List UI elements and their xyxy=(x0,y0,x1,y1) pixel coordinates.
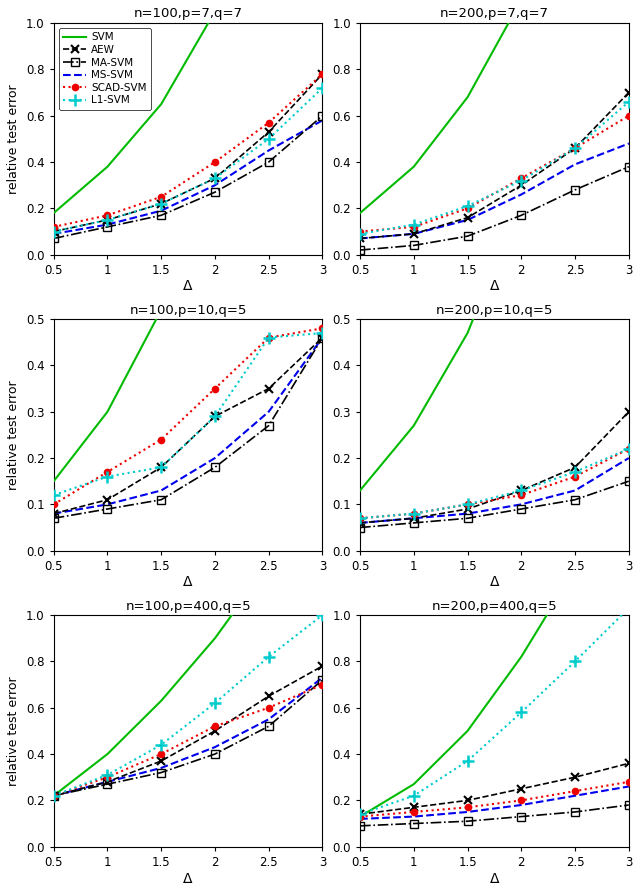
X-axis label: $\Delta$: $\Delta$ xyxy=(182,872,194,886)
Title: n=100,p=400,q=5: n=100,p=400,q=5 xyxy=(125,599,251,613)
Y-axis label: relative test error: relative test error xyxy=(8,380,20,489)
Legend: SVM, AEW, MA-SVM, MS-SVM, SCAD-SVM, L1-SVM: SVM, AEW, MA-SVM, MS-SVM, SCAD-SVM, L1-S… xyxy=(59,29,151,110)
X-axis label: $\Delta$: $\Delta$ xyxy=(182,280,194,294)
X-axis label: $\Delta$: $\Delta$ xyxy=(489,872,500,886)
X-axis label: $\Delta$: $\Delta$ xyxy=(489,575,500,589)
Y-axis label: relative test error: relative test error xyxy=(8,84,20,194)
Y-axis label: relative test error: relative test error xyxy=(8,676,20,786)
X-axis label: $\Delta$: $\Delta$ xyxy=(489,280,500,294)
X-axis label: $\Delta$: $\Delta$ xyxy=(182,575,194,589)
Title: n=100,p=7,q=7: n=100,p=7,q=7 xyxy=(134,7,243,21)
Title: n=200,p=7,q=7: n=200,p=7,q=7 xyxy=(440,7,549,21)
Title: n=200,p=10,q=5: n=200,p=10,q=5 xyxy=(436,304,553,316)
Title: n=100,p=10,q=5: n=100,p=10,q=5 xyxy=(129,304,247,316)
Title: n=200,p=400,q=5: n=200,p=400,q=5 xyxy=(431,599,557,613)
